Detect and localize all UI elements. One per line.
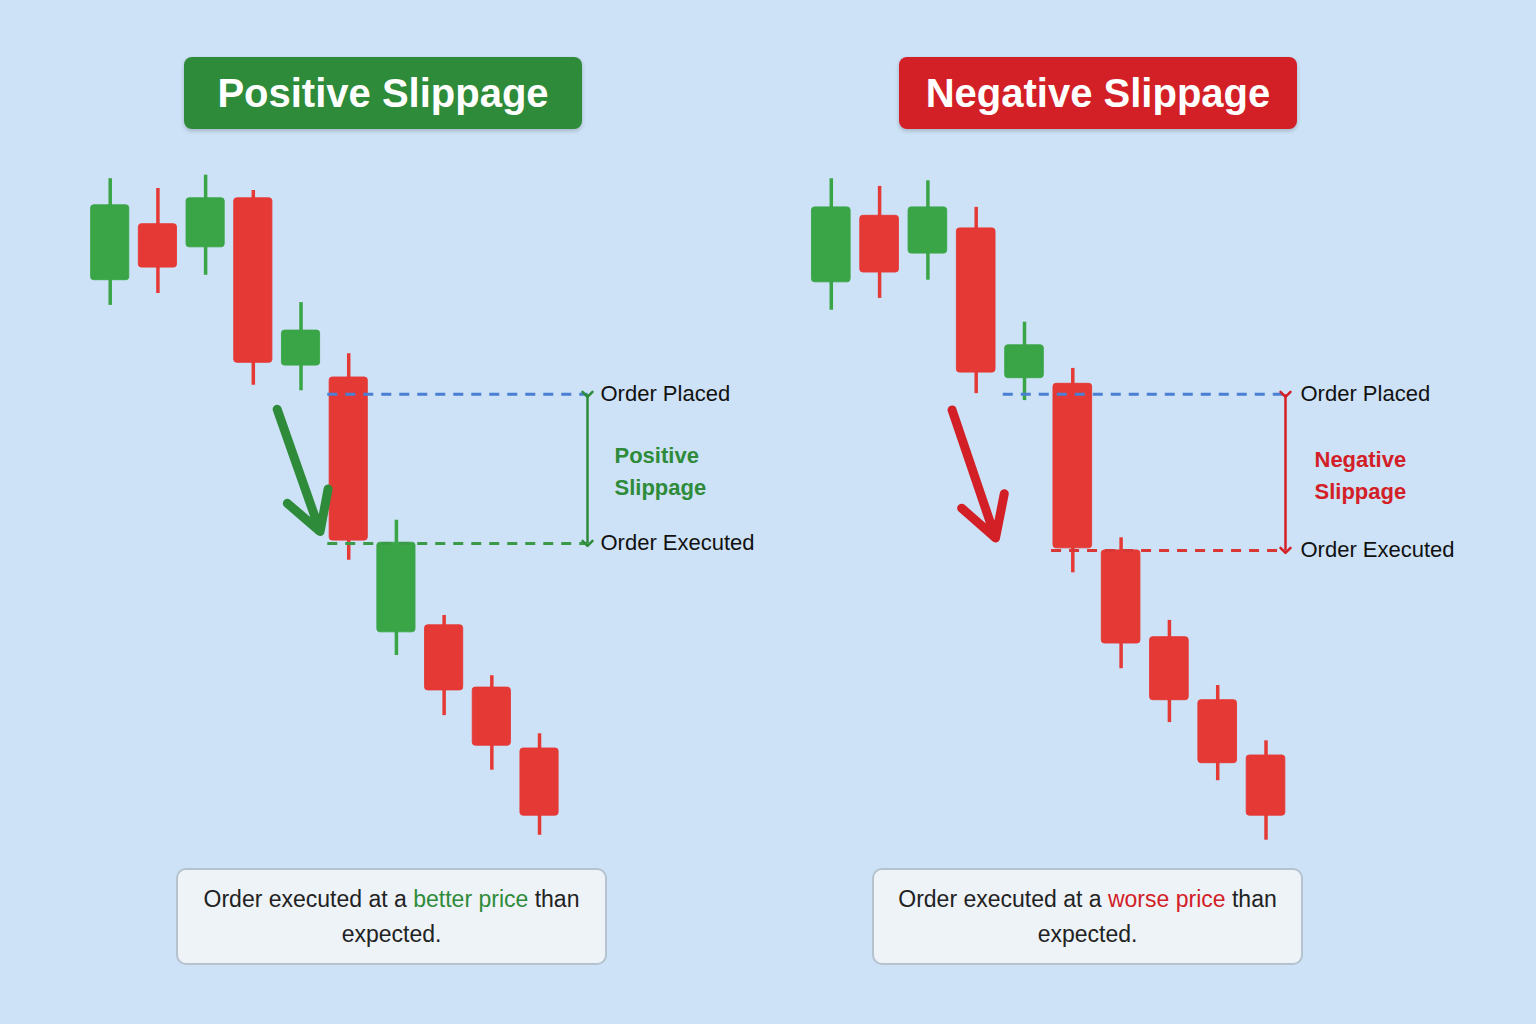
html-text:Positive Slippage: Positive Slippage [217,70,549,115]
svg-text:Order Placed: Order Placed [1301,381,1431,406]
svg-text:PositiveSlippage: PositiveSlippage [615,443,707,500]
html-text:Order executed at a better pri: Order executed at a better price than ex… [203,886,580,947]
svg-text:Order Executed: Order Executed [1301,537,1455,562]
svg-text:Order Executed: Order Executed [601,530,755,555]
svg-text:Order Placed: Order Placed [601,381,731,406]
html-text:Negative Slippage: Negative Slippage [925,70,1271,115]
html-text:Order executed at a worse pric: Order executed at a worse price than exp… [898,886,1277,947]
svg-text:NegativeSlippage: NegativeSlippage [1315,447,1407,504]
